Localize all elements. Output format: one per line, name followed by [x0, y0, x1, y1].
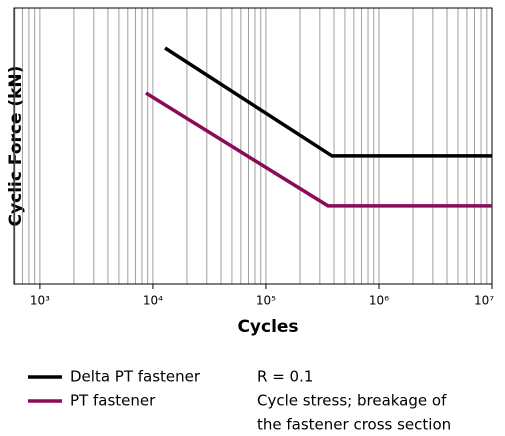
y-axis-label: Cyclic Force (kN): [6, 66, 26, 227]
annotation: R = 0.1: [257, 368, 313, 386]
series-line: [144, 91, 492, 208]
legend-label: Delta PT fastener: [70, 368, 201, 386]
x-tick-label: 10⁷: [474, 294, 494, 308]
x-tick-label: 10⁴: [143, 294, 163, 308]
legend-label: PT fastener: [70, 392, 156, 410]
plot-frame: [13, 7, 493, 285]
annotation: the fastener cross section: [257, 416, 451, 434]
series-line: [164, 46, 492, 158]
x-tick-label: 10⁶: [369, 294, 389, 308]
x-tick-label: 10⁵: [256, 294, 276, 308]
annotation: Cycle stress; breakage of: [257, 392, 447, 410]
x-tick-label: 10³: [30, 294, 50, 308]
x-axis-label: Cycles: [237, 317, 298, 337]
